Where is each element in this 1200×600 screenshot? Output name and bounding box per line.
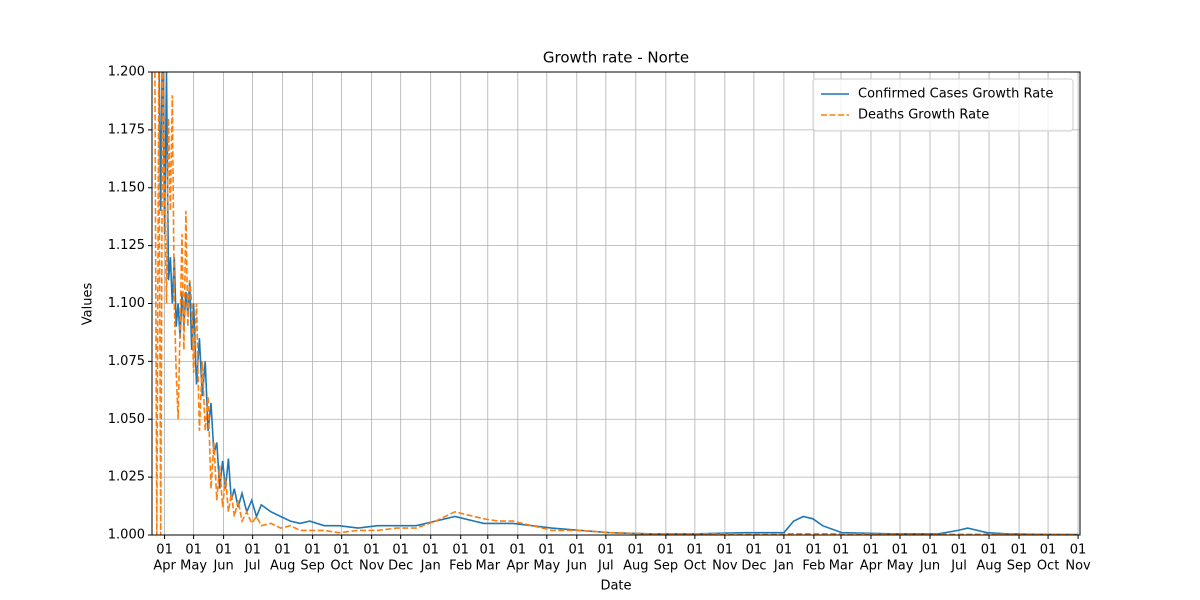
x-tick-label: 01: [628, 543, 645, 558]
x-tick-label: Nov: [712, 559, 738, 574]
x-tick-label: Sep: [1007, 559, 1032, 574]
x-tick-label: Oct: [330, 559, 352, 574]
series-line: [158, 72, 1079, 535]
x-tick-label: 01: [304, 543, 321, 558]
y-tick-label: 1.075: [108, 354, 145, 369]
x-tick-label: 01: [510, 543, 527, 558]
x-tick-label: Sep: [300, 559, 325, 574]
x-tick-label: 01: [687, 543, 704, 558]
x-tick-label: 01: [951, 543, 968, 558]
x-tick-label: 01: [363, 543, 380, 558]
x-tick-label: 01: [833, 543, 850, 558]
x-tick-label: 01: [156, 543, 173, 558]
x-tick-label: 01: [922, 543, 939, 558]
x-tick-label: 01: [274, 543, 291, 558]
x-tick-label: Dec: [388, 559, 413, 574]
x-tick-label: Aug: [976, 559, 1001, 574]
x-tick-label: Jan: [420, 559, 441, 574]
x-tick-label: Apr: [153, 559, 176, 574]
x-tick-label: Jan: [773, 559, 794, 574]
x-tick-label: Jul: [244, 559, 261, 574]
x-tick-label: Oct: [1037, 559, 1059, 574]
legend-label: Deaths Growth Rate: [858, 108, 989, 123]
x-tick-label: Jul: [597, 559, 614, 574]
legend-box: [812, 78, 1074, 132]
x-tick-label: 01: [892, 543, 909, 558]
x-tick-label: Feb: [802, 559, 825, 574]
x-tick-label: Mar: [476, 559, 501, 574]
series-line: [154, 72, 1079, 535]
x-tick-label: 01: [776, 543, 793, 558]
x-tick-label: May: [533, 559, 560, 574]
x-tick-label: 01: [215, 543, 232, 558]
x-tick-label: 01: [863, 543, 880, 558]
x-tick-label: Jun: [212, 559, 233, 574]
x-tick-label: 01: [480, 543, 497, 558]
x-tick-label: 01: [806, 543, 823, 558]
legend-label: Confirmed Cases Growth Rate: [858, 87, 1053, 102]
x-tick-label: 01: [658, 543, 675, 558]
chart-title: Growth rate - Norte: [543, 49, 689, 67]
x-tick-label: 01: [569, 543, 586, 558]
y-axis-label: Values: [81, 283, 96, 326]
y-tick-label: 1.200: [108, 65, 145, 80]
x-tick-label: Jun: [919, 559, 940, 574]
y-tick-label: 1.125: [108, 238, 145, 253]
y-tick-label: 1.150: [108, 180, 145, 195]
x-tick-label: 01: [1040, 543, 1057, 558]
x-tick-label: 01: [333, 543, 350, 558]
x-tick-label: 01: [1011, 543, 1028, 558]
plot-area: [154, 72, 1079, 535]
plot-frame: [151, 71, 1081, 536]
x-tick-label: 01: [244, 543, 261, 558]
x-tick-label: 01: [746, 543, 763, 558]
x-tick-label: May: [887, 559, 914, 574]
x-tick-label: Sep: [654, 559, 679, 574]
x-tick-label: 01: [452, 543, 469, 558]
y-tick-label: 1.000: [108, 528, 145, 543]
x-tick-label: Aug: [623, 559, 648, 574]
x-tick-label: Feb: [449, 559, 472, 574]
y-tick-label: 1.100: [108, 296, 145, 311]
x-tick-label: Oct: [684, 559, 706, 574]
x-tick-label: Aug: [270, 559, 295, 574]
x-tick-label: Nov: [1065, 559, 1091, 574]
y-tick-label: 1.050: [108, 412, 145, 427]
x-tick-label: Mar: [829, 559, 854, 574]
x-tick-label: 01: [717, 543, 734, 558]
x-tick-label: Apr: [507, 559, 530, 574]
y-tick-label: 1.025: [108, 470, 145, 485]
x-tick-label: Jul: [950, 559, 967, 574]
x-tick-label: Dec: [741, 559, 766, 574]
x-tick-label: Jun: [566, 559, 587, 574]
x-tick-label: Nov: [359, 559, 385, 574]
x-tick-label: Apr: [860, 559, 883, 574]
x-tick-label: 01: [1070, 543, 1087, 558]
x-tick-label: 01: [981, 543, 998, 558]
x-tick-label: 01: [539, 543, 556, 558]
y-tick-label: 1.175: [108, 122, 145, 137]
x-tick-label: 01: [392, 543, 409, 558]
x-axis-label: Date: [600, 579, 631, 594]
x-tick-label: May: [180, 559, 207, 574]
x-tick-label: 01: [422, 543, 439, 558]
x-tick-label: 01: [598, 543, 615, 558]
x-tick-label: 01: [185, 543, 202, 558]
